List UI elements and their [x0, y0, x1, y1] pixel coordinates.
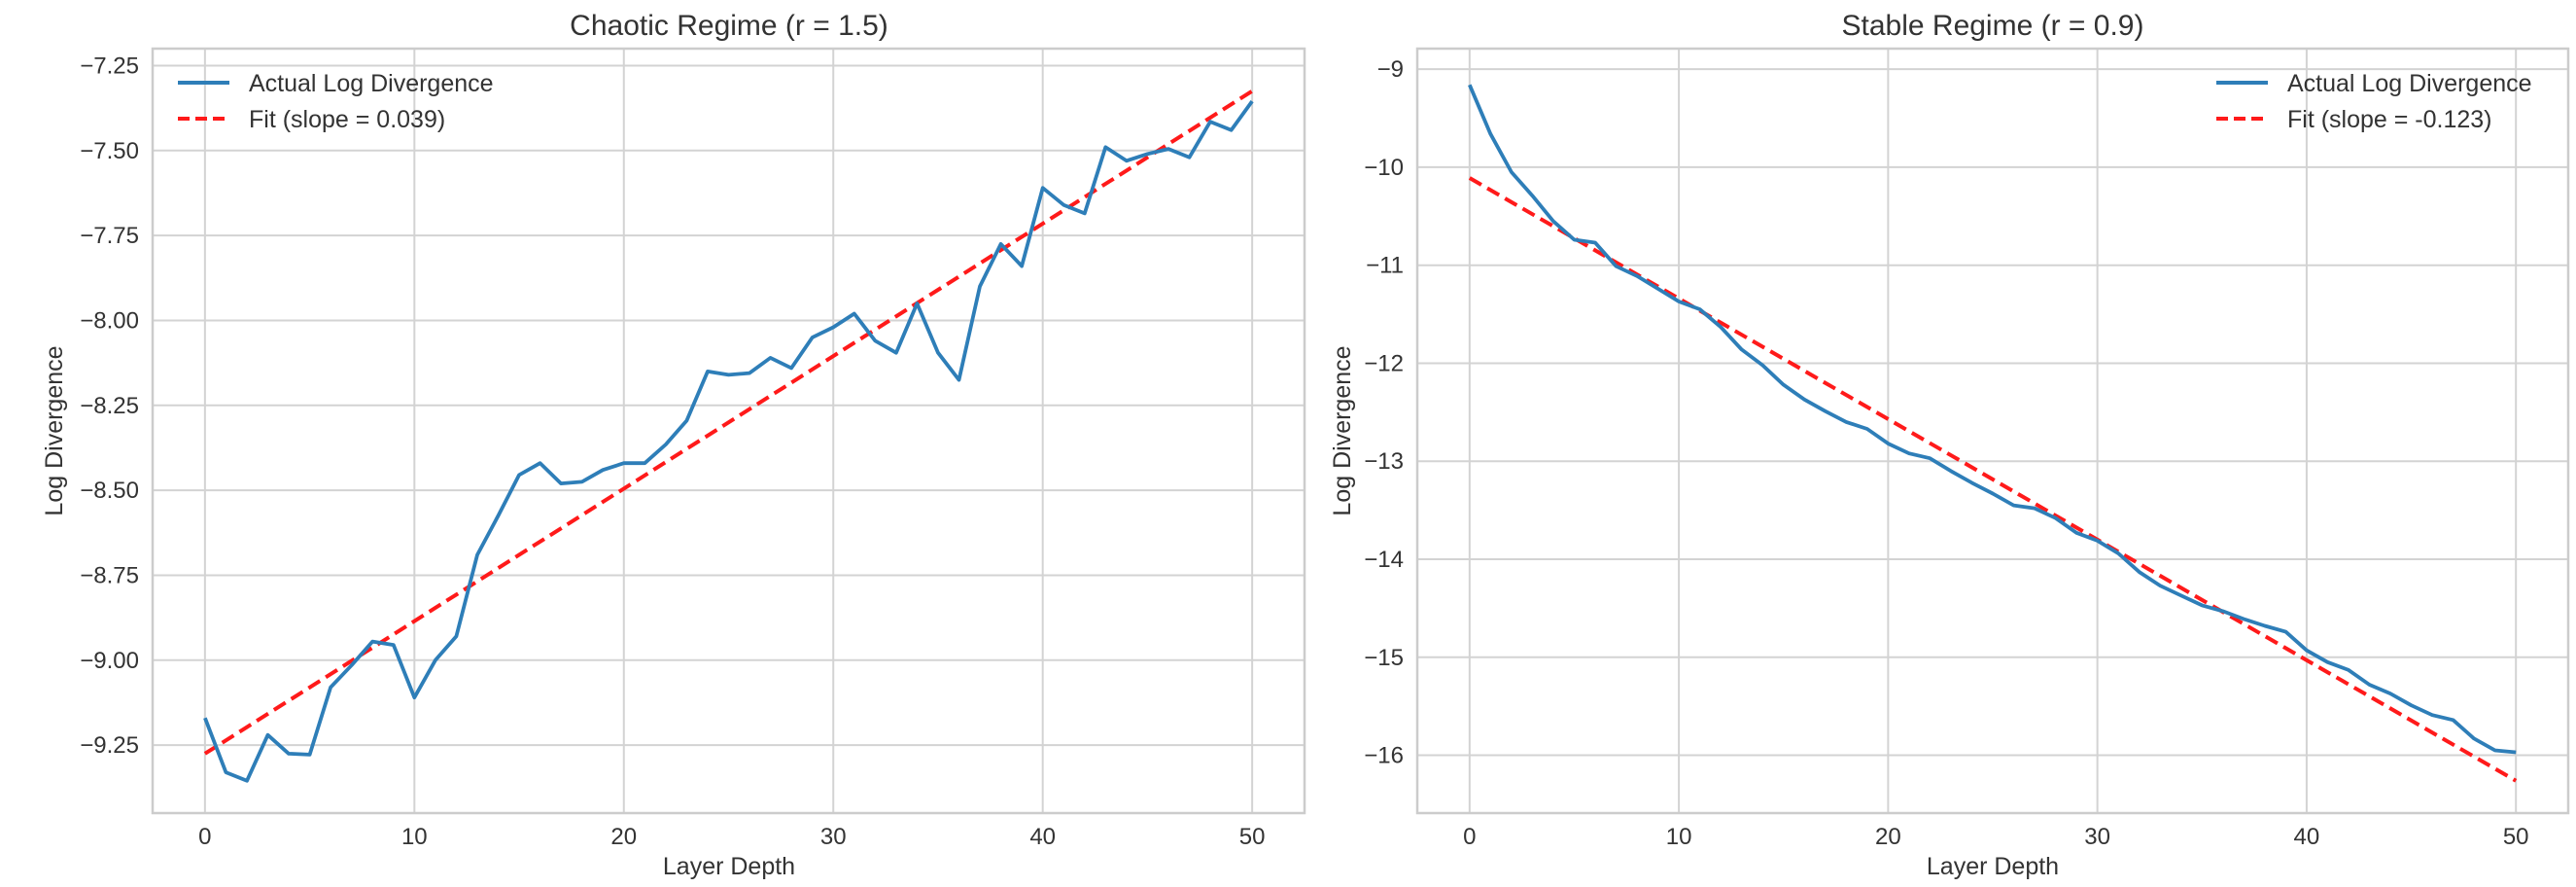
- y-tick-labels: −16 −15 −14 −13 −12 −11 −10 −9: [1364, 56, 1404, 768]
- legend: Actual Log Divergence Fit (slope = -0.12…: [2216, 70, 2532, 133]
- y-tick-label: −8.00: [80, 307, 139, 334]
- chaotic-regime-chart: Chaotic Regime (r = 1.5) −9.25 −9.00 −8.75…: [41, 10, 1306, 880]
- x-tick-label: 40: [2294, 824, 2320, 850]
- y-tick-label: −11: [1366, 253, 1404, 279]
- y-tick-label: −7.50: [80, 138, 139, 164]
- x-tick-label: 40: [1029, 824, 1056, 850]
- x-tick-label: 50: [2503, 824, 2529, 850]
- y-tick-label: −14: [1364, 547, 1404, 573]
- y-tick-label: −7.75: [80, 223, 139, 249]
- x-axis-label: Layer Depth: [1927, 853, 2059, 880]
- legend: Actual Log Divergence Fit (slope = 0.039…: [178, 70, 494, 133]
- y-tick-label: −9.25: [80, 732, 139, 759]
- axes-frame: [1415, 47, 2570, 815]
- chart-title: Stable Regime (r = 0.9): [1842, 10, 2144, 42]
- x-tick-label: 30: [2084, 824, 2110, 850]
- x-tick-label: 10: [401, 824, 428, 850]
- y-gridlines: [1417, 68, 2568, 757]
- x-tick-label: 10: [1666, 824, 1692, 850]
- x-tick-label: 20: [610, 824, 637, 850]
- y-tick-label: −12: [1364, 350, 1404, 376]
- x-axis-label: Layer Depth: [663, 853, 795, 880]
- actual-log-divergence-line: [203, 99, 1254, 783]
- stable-regime-chart: Stable Regime (r = 0.9) −16−15−14−13−12−…: [1329, 10, 2570, 880]
- y-tick-label: −9.00: [80, 648, 139, 674]
- y-tick-label: −10: [1364, 155, 1404, 181]
- chart-title: Chaotic Regime (r = 1.5): [570, 10, 888, 42]
- y-tick-label: −8.25: [80, 393, 139, 419]
- y-tick-label: −7.25: [80, 53, 139, 79]
- y-axis-label: Log Divergence: [1329, 345, 1356, 515]
- x-tick-labels: 0 10 20 30 40 50: [1463, 824, 2528, 850]
- y-tick-label: −13: [1364, 448, 1404, 475]
- axes-frame: [151, 47, 1306, 815]
- x-tick-label: 0: [198, 824, 211, 850]
- y-tick-label: −16: [1364, 743, 1404, 769]
- actual-log-divergence-line: [1468, 84, 2517, 755]
- x-tick-label: 0: [1463, 824, 1476, 850]
- y-tick-label: −15: [1364, 645, 1404, 671]
- x-tick-label: 50: [1239, 824, 1266, 850]
- x-gridlines: [1468, 49, 2518, 813]
- x-tick-label: 20: [1875, 824, 1901, 850]
- legend-actual-label: Actual Log Divergence: [249, 70, 494, 97]
- x-tick-label: 30: [820, 824, 847, 850]
- legend-actual-label: Actual Log Divergence: [2287, 70, 2532, 97]
- legend-fit-label: Fit (slope = 0.039): [249, 106, 445, 133]
- y-tick-label: −8.50: [80, 478, 139, 504]
- y-tick-labels: −9.25 −9.00 −8.75 −8.50 −8.25 −8.00 −7.75 −7.50…: [80, 53, 139, 759]
- fit-line: [1468, 176, 2518, 783]
- y-axis-label: Log Divergence: [41, 345, 68, 515]
- y-tick-label: −9: [1377, 56, 1404, 83]
- x-tick-labels: 0 10 20 30 40 50: [198, 824, 1265, 850]
- legend-fit-label: Fit (slope = -0.123): [2287, 106, 2492, 133]
- y-gridlines: [153, 64, 1305, 747]
- y-tick-label: −8.75: [80, 562, 139, 588]
- x-gridlines: [203, 49, 1254, 813]
